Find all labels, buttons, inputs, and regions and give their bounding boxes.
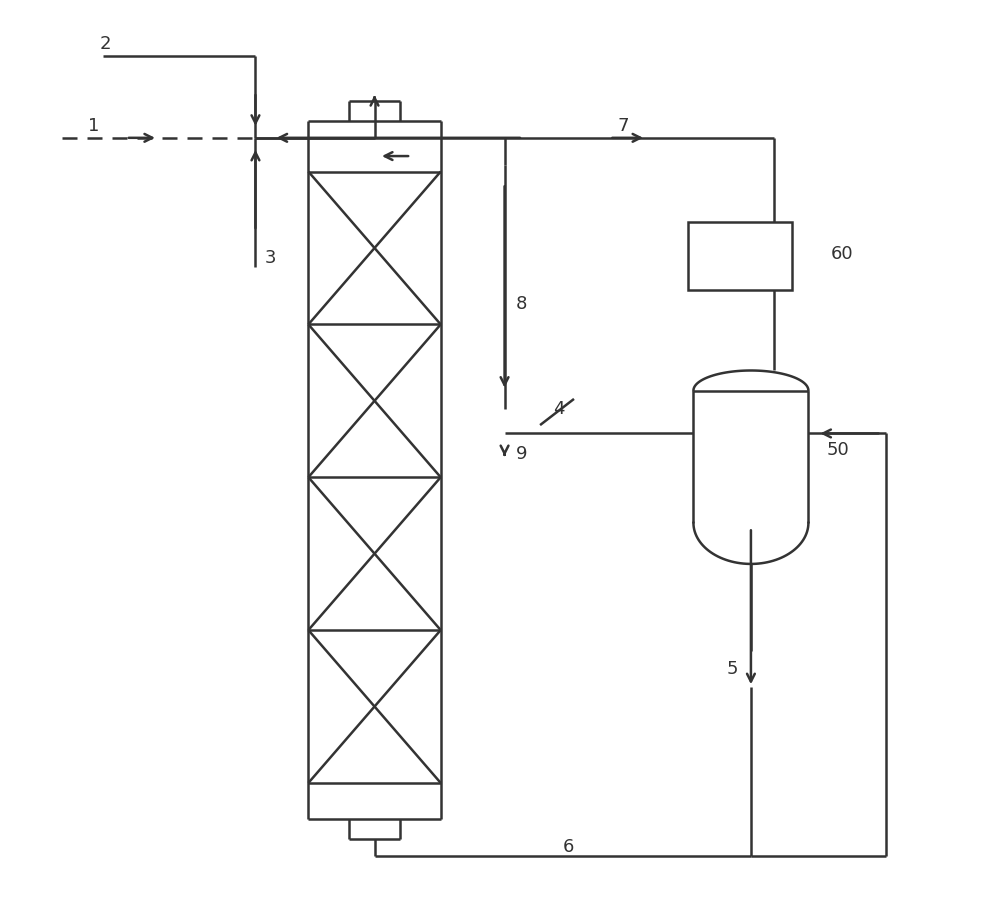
- Text: 1: 1: [88, 117, 100, 135]
- Bar: [688, 222, 792, 290]
- Text: 4: 4: [554, 400, 565, 418]
- Text: 3: 3: [264, 250, 276, 267]
- Text: 6: 6: [563, 838, 574, 856]
- Text: 8: 8: [516, 295, 528, 313]
- Text: 5: 5: [727, 660, 738, 677]
- Text: 9: 9: [516, 445, 528, 464]
- Text: 60: 60: [831, 245, 853, 263]
- Text: 7: 7: [617, 117, 629, 135]
- Text: 50: 50: [826, 441, 849, 459]
- Text: 2: 2: [100, 35, 112, 53]
